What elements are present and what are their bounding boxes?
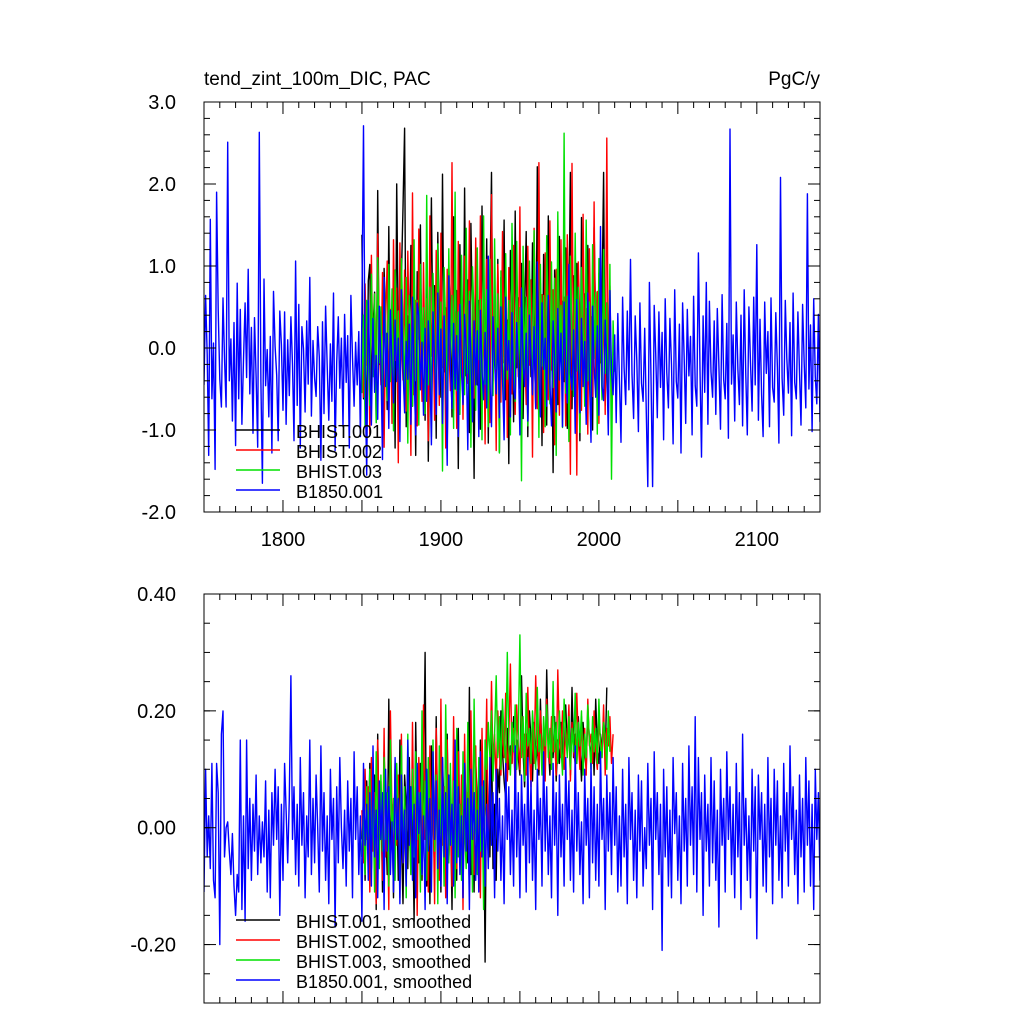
legend-entry: BHIST.002, smoothed (296, 932, 471, 952)
x-tick-label: 2100 (735, 529, 780, 551)
legend-entry: B1850.001, smoothed (296, 972, 472, 992)
y-tick-label: 0.0 (148, 338, 176, 360)
y-tick-label: -1.0 (142, 420, 176, 442)
x-tick-label: 1800 (261, 529, 306, 551)
y-tick-label: 0.20 (137, 701, 176, 723)
y-tick-label: 3.0 (148, 92, 176, 114)
y-tick-label: 0.40 (137, 584, 176, 606)
legend-entry: BHIST.001 (296, 422, 382, 442)
legend-entry: BHIST.003 (296, 462, 382, 482)
series-group (204, 634, 820, 963)
y-tick-label: 0.00 (137, 818, 176, 840)
chart-title: tend_zint_100m_DIC, PAC (204, 69, 431, 90)
y-tick-label: 2.0 (148, 174, 176, 196)
series-line-4 (204, 675, 820, 952)
y-tick-label: -2.0 (142, 502, 176, 524)
x-tick-label: 1900 (419, 529, 464, 551)
series-line-4 (204, 125, 820, 488)
legend-entry: B1850.001 (296, 482, 383, 502)
series-group (204, 125, 820, 488)
y-tick-label: 1.0 (148, 256, 176, 278)
plot-panel-1: 1800 1900 2000 2100 -2.0 -1.0 0.0 1.0 2.0 3.0 tend… (142, 69, 821, 551)
legend-entry: BHIST.003, smoothed (296, 952, 471, 972)
legend-entry: BHIST.001, smoothed (296, 912, 471, 932)
legend-entry: BHIST.002 (296, 442, 382, 462)
chart-units: PgC/y (768, 69, 820, 90)
y-tick-label: -0.20 (130, 935, 176, 957)
plot-frame (203, 101, 821, 513)
x-tick-label: 2000 (577, 529, 622, 551)
